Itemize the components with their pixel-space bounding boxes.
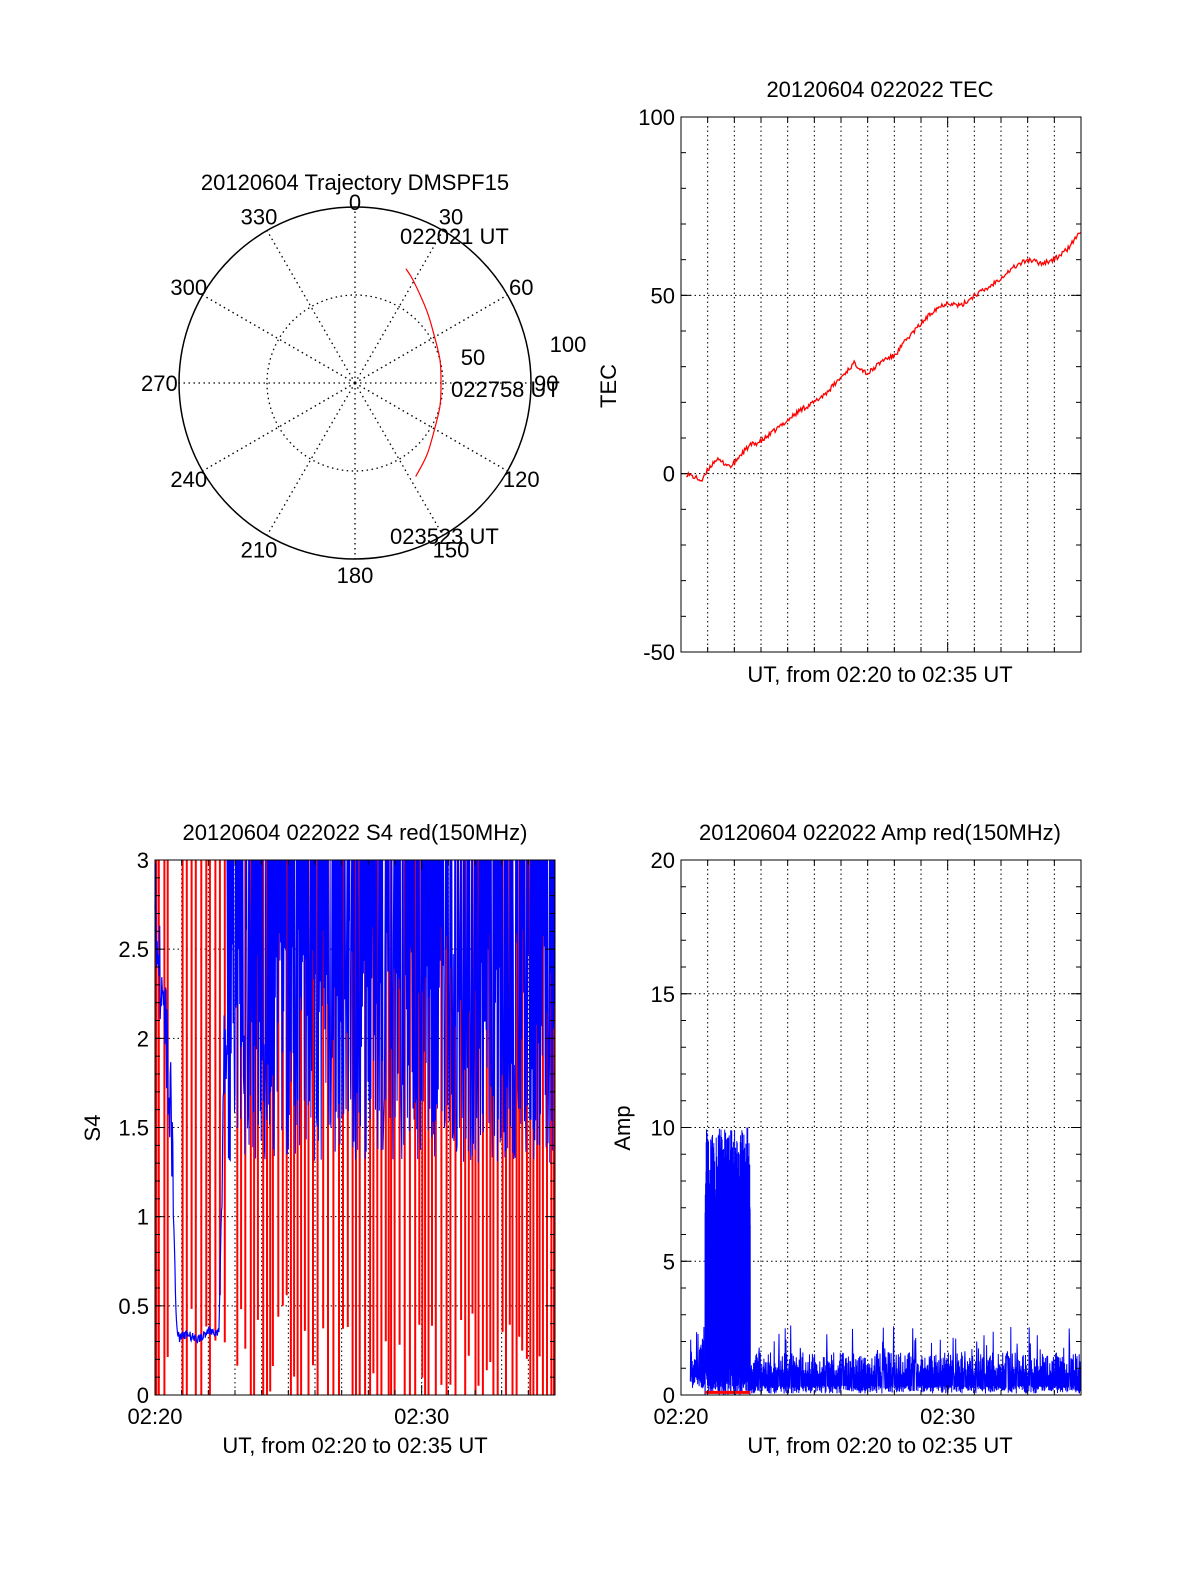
polar-trajectory-chart: 20120604 Trajectory DMSPF15 0 30 60 90 120 15… [141,170,586,588]
polar-elevation-label: 100 [550,332,587,357]
tec-ytick-label: -50 [643,640,675,665]
polar-azimuth-label: 240 [170,467,207,492]
amp-blue-baseline [749,1325,1082,1394]
polar-title: 20120604 Trajectory DMSPF15 [201,170,509,195]
polar-azimuth-label: 300 [170,275,207,300]
tec-chart: 20120604 022022 TEC TEC UT, from 02:20 t… [596,77,1082,687]
polar-azimuth-label: 150 [433,537,470,562]
amp-plot-frame [680,859,1082,1396]
s4-plot-frame [154,859,556,1396]
polar-azimuth-label: 120 [503,467,540,492]
trajectory-line [405,268,442,477]
tec-series-line [686,232,1082,482]
tec-ylabel: TEC [596,364,621,408]
amp-xtick-label: 02:20 [653,1404,708,1429]
trajectory-start-label: 022021 UT [400,224,509,249]
amp-xlabel: UT, from 02:20 to 02:35 UT [747,1433,1012,1458]
polar-spoke [266,382,356,536]
polar-outer-circle [178,206,532,560]
s4-ytick-label: 2.5 [118,937,149,962]
amp-chart: 20120604 022022 Amp red(150MHz) Amp UT, … [610,820,1082,1458]
polar-spoke [266,230,356,384]
s4-ytick-label: 0 [137,1383,149,1408]
amp-ylabel: Amp [610,1105,635,1150]
s4-xtick-label: 02:30 [394,1404,449,1429]
s4-xtick-label: 02:20 [127,1404,182,1429]
polar-azimuth-label: 0 [349,190,361,215]
trajectory-end-label: 023523 UT [390,524,499,549]
polar-azimuth-label: 30 [439,205,463,230]
polar-azimuth-label: 90 [534,371,558,396]
tec-ytick-label: 50 [651,283,675,308]
amp-ytick-label: 10 [651,1116,675,1141]
s4-xlabel: UT, from 02:20 to 02:35 UT [222,1433,487,1458]
polar-spoke [202,294,356,384]
polar-spoke [202,382,356,472]
s4-chart: 20120604 022022 S4 red(150MHz) S4 UT, fr… [80,820,556,1458]
s4-ytick-label: 1 [137,1205,149,1230]
tec-ytick-label: 0 [663,462,675,487]
polar-grid-circle [266,294,444,472]
amp-blue-burst [704,1127,751,1396]
amp-blue-pre [689,1326,706,1389]
amp-ytick-label: 0 [663,1383,675,1408]
polar-azimuth-label: 60 [509,275,533,300]
tec-xlabel: UT, from 02:20 to 02:35 UT [747,662,1012,687]
s4-ylabel: S4 [80,1115,105,1142]
s4-title: 20120604 022022 S4 red(150MHz) [183,820,528,845]
amp-ytick-label: 5 [663,1249,675,1274]
s4-ytick-label: 3 [137,848,149,873]
s4-ytick-label: 0.5 [118,1294,149,1319]
polar-azimuth-label: 330 [241,205,278,230]
polar-azimuth-label: 270 [141,371,178,396]
trajectory-mid-label: 022758 UT [451,377,560,402]
tec-title: 20120604 022022 TEC [766,77,993,102]
polar-azimuth-label: 210 [241,537,278,562]
polar-azimuth-label: 180 [337,563,374,588]
tec-plot-frame [680,116,1082,653]
amp-ytick-label: 15 [651,982,675,1007]
polar-elevation-label: 50 [461,345,485,370]
amp-ytick-label: 20 [651,848,675,873]
amp-title: 20120604 022022 Amp red(150MHz) [699,820,1061,845]
tec-ytick-label: 100 [638,105,675,130]
s4-ytick-label: 2 [137,1026,149,1051]
amp-xtick-label: 02:30 [920,1404,975,1429]
s4-blue-series [154,862,229,1344]
polar-spoke [354,382,444,536]
s4-ytick-label: 1.5 [118,1116,149,1141]
